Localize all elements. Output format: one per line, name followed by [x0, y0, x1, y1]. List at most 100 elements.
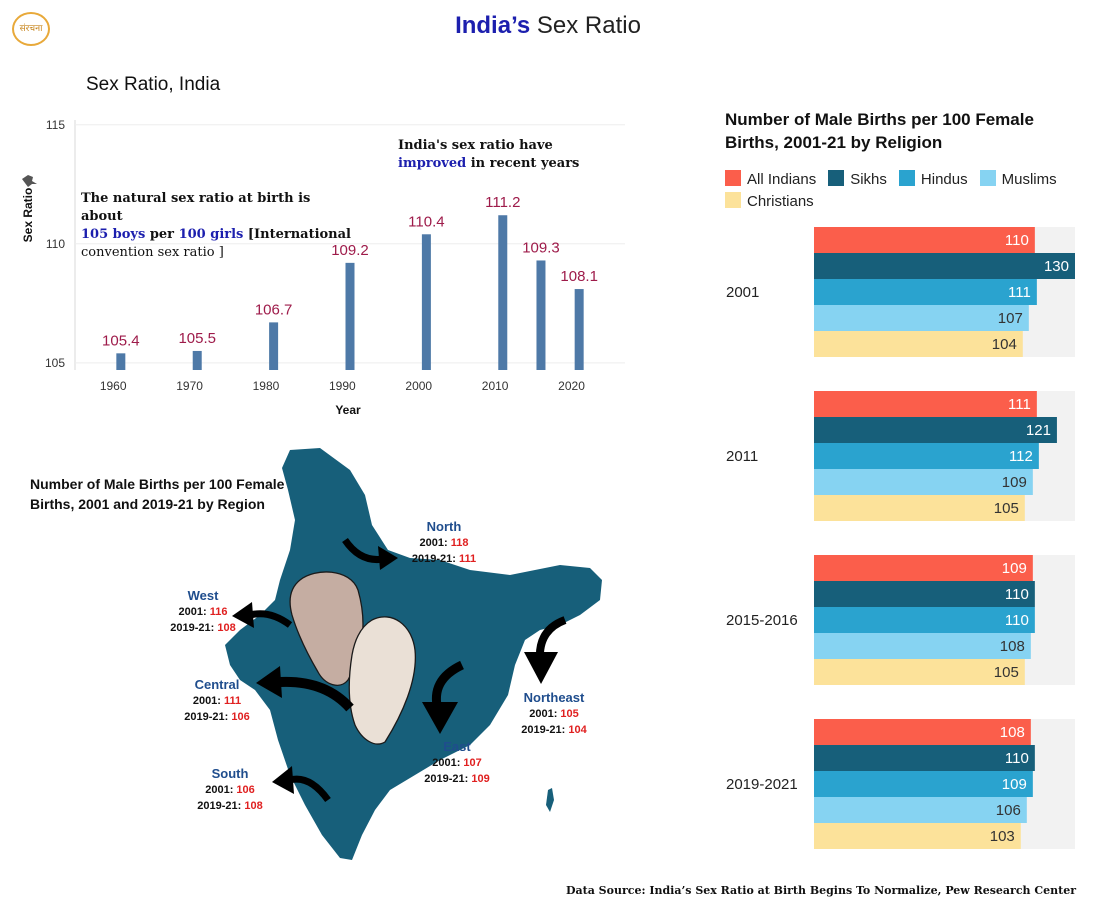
region-south-label-2001: 2001: — [205, 784, 237, 796]
bar-value-label: 105 — [994, 664, 1019, 681]
bar-value-label: 108.1 — [560, 268, 598, 285]
region-west-label-2001: 2001: — [178, 606, 210, 618]
sex-ratio-bar-chart: 105 110 115 1960 1970 1980 1990 2000 2010 2020 Yea… — [21, 120, 625, 417]
india-map-illustration — [225, 448, 602, 860]
region-south-name: South — [211, 766, 249, 781]
y-tick-label: 110 — [46, 237, 65, 251]
bar — [814, 607, 1035, 633]
annotation-improved-rest: in recent years — [466, 156, 580, 171]
region-central: Central 2001: 111 2019-21: 106 — [165, 677, 269, 725]
legend-item: Muslims — [979, 170, 1057, 188]
legend-item: All Indians — [725, 170, 816, 188]
bar-value-label: 130 — [1044, 258, 1069, 275]
map-title: Number of Male Births per 100 Female Bir… — [30, 476, 285, 512]
bar-value-label: 103 — [990, 828, 1015, 845]
bar-value-label: 104 — [992, 336, 1017, 353]
x-tick-label: 1960 — [100, 379, 127, 393]
arrow-south-icon — [272, 766, 331, 803]
bar — [574, 289, 584, 370]
religion-chart-title: Number of Male Births per 100 Female Bir… — [725, 110, 1034, 152]
group-label: 2001 — [726, 284, 759, 301]
region-east-label-2019: 2019-21: — [424, 773, 472, 785]
annotation-improved-highlight: improved — [398, 156, 467, 171]
region-north-name: North — [426, 519, 462, 534]
annotation-improved-line1: India's sex ratio have — [398, 138, 553, 153]
annotation-natural-boys: 105 boys — [81, 227, 146, 242]
region-northeast-2019: 104 — [568, 724, 587, 736]
bar-value-label: 108 — [1000, 724, 1025, 741]
x-tick-label: 2020 — [558, 379, 585, 393]
bar — [814, 305, 1029, 331]
bar — [814, 633, 1031, 659]
annotation-improved: India's sex ratio have improved in recent… — [398, 137, 638, 173]
bar-value-label: 111.2 — [485, 194, 520, 211]
face-illustration — [289, 571, 417, 745]
pin-icon — [22, 175, 37, 187]
bar — [814, 659, 1025, 685]
bar-value-label: 110.4 — [408, 213, 444, 230]
title-rest: Sex Ratio — [530, 12, 641, 39]
group-label: 2015-2016 — [726, 612, 798, 629]
bar — [116, 353, 126, 370]
annotation-natural-line1: The natural sex ratio at birth is about — [81, 191, 311, 224]
title-highlight: India’s — [455, 12, 531, 39]
region-north-label-2019: 2019-21: — [411, 553, 459, 565]
bar-value-label: 111 — [1008, 284, 1031, 301]
bar-value-label: 107 — [998, 310, 1023, 327]
region-central-2019: 106 — [231, 711, 250, 723]
region-central-name: Central — [194, 677, 240, 692]
bar — [814, 279, 1037, 305]
andaman-islands — [546, 788, 554, 812]
bar-value-label: 109 — [1002, 776, 1027, 793]
bar-chart-title: Sex Ratio, India — [86, 74, 221, 95]
legend-item: Hindus — [898, 170, 968, 188]
region-north-2001: 118 — [450, 537, 469, 549]
x-tick-label: 2010 — [482, 379, 509, 393]
bar-value-label: 109.2 — [331, 242, 369, 259]
bar — [814, 555, 1033, 581]
arrow-central-icon — [256, 666, 354, 712]
bar-value-label: 109 — [1002, 474, 1027, 491]
bar — [269, 322, 279, 370]
group-label: 2011 — [726, 448, 758, 465]
legend-label: Hindus — [920, 171, 968, 188]
religion-bar-chart: 2001 110 130 111 107 104 2011 111 121 112 109 105 20… — [726, 227, 1075, 849]
annotation-natural-girls: 100 girls — [178, 227, 244, 242]
annotation-natural-bracket: [International — [243, 227, 351, 242]
bar-value-label: 105.5 — [178, 330, 216, 347]
bar-value-label: 106 — [996, 802, 1021, 819]
region-northeast-name: Northeast — [523, 690, 585, 705]
legend-label: Christians — [747, 193, 814, 210]
y-axis-label: Sex Ratio — [21, 188, 35, 243]
bar-value-label: 108 — [1000, 638, 1025, 655]
region-south-label-2019: 2019-21: — [197, 800, 245, 812]
legend-item: Sikhs — [828, 170, 887, 188]
y-tick-label: 105 — [45, 356, 65, 370]
region-east-name: East — [443, 739, 471, 754]
bar — [814, 745, 1035, 771]
bar-value-label: 105.4 — [102, 332, 140, 349]
x-axis-label: Year — [335, 403, 361, 417]
bar — [814, 331, 1023, 357]
region-west: West 2001: 116 2019-21: 108 — [151, 588, 255, 636]
bar — [345, 262, 355, 370]
group-label: 2019-2021 — [726, 776, 798, 793]
annotation-natural-line3: convention sex ratio ] — [81, 245, 224, 260]
x-tick-label: 2000 — [405, 379, 432, 393]
region-central-2001: 111 — [224, 695, 242, 707]
region-northeast-2001: 105 — [560, 708, 579, 720]
arrow-west-icon — [232, 602, 293, 628]
region-south-2019: 108 — [244, 800, 263, 812]
region-central-label-2001: 2001: — [192, 695, 225, 707]
legend-label: Muslims — [1001, 171, 1057, 188]
bar-value-label: 105 — [994, 500, 1019, 517]
region-northeast-label-2001: 2001: — [529, 708, 561, 720]
bar — [814, 495, 1025, 521]
bar-value-label: 112 — [1009, 448, 1033, 465]
bar — [192, 350, 202, 370]
bar — [814, 771, 1033, 797]
annotation-natural-per: per — [145, 227, 179, 242]
bar — [814, 581, 1035, 607]
religion-legend: All Indians Sikhs Hindus Muslims Christians — [725, 170, 1085, 214]
arrow-northeast-icon — [524, 616, 567, 684]
